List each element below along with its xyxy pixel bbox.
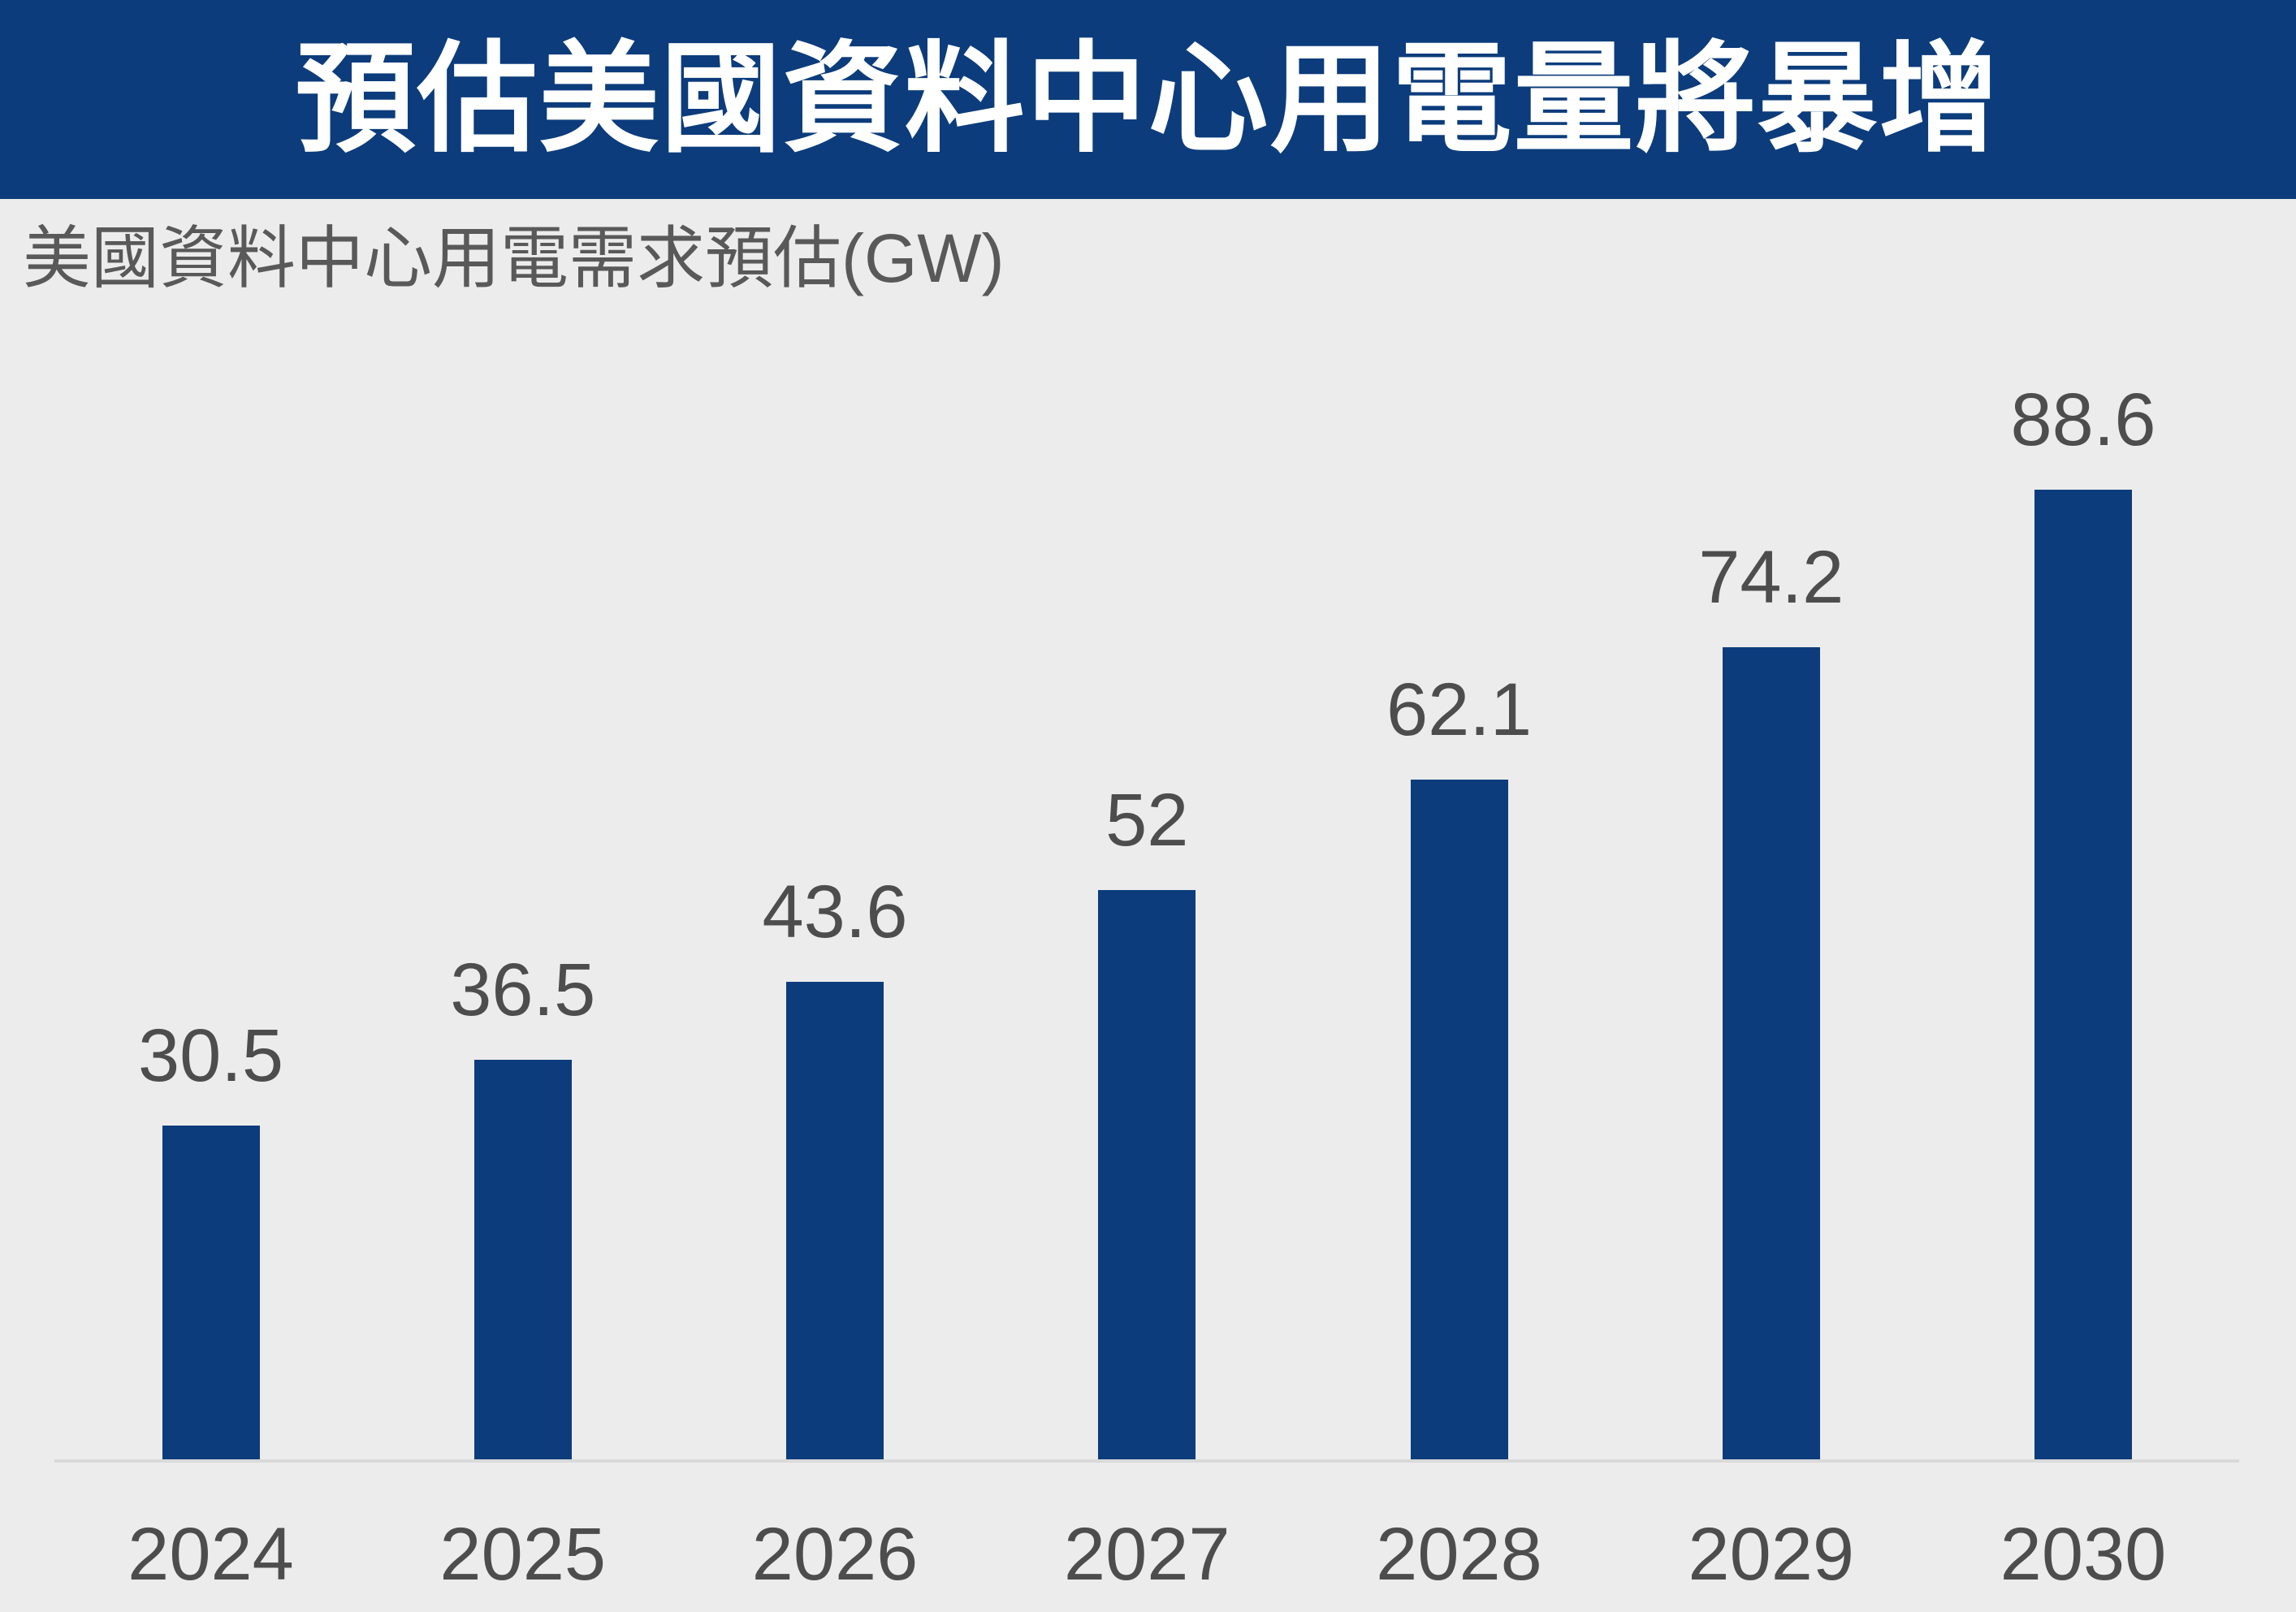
- header-banner: 預估美國資料中心用電量將暴增: [0, 0, 2296, 199]
- bar-value-label: 36.5: [450, 949, 596, 1031]
- bar-2025: [473, 1060, 572, 1459]
- x-tick-label: 2024: [128, 1513, 294, 1596]
- bar-2028: [1410, 780, 1508, 1459]
- chart-subtitle: 美國資料中心用電需求預估(GW): [23, 220, 1005, 296]
- bar-2026: [786, 982, 884, 1459]
- bar-value-label: 62.1: [1386, 668, 1533, 751]
- x-tick-label: 2029: [1688, 1513, 1855, 1596]
- x-axis-line: [54, 1459, 2239, 1463]
- bar-2024: [162, 1126, 260, 1459]
- bar-value-label: 52: [1105, 779, 1189, 862]
- bar-2030: [2034, 490, 2132, 1459]
- x-tick-label: 2030: [2000, 1513, 2167, 1596]
- bar-value-label: 74.2: [1698, 536, 1844, 619]
- bar-value-label: 30.5: [137, 1014, 284, 1097]
- bar-value-label: 43.6: [762, 871, 908, 953]
- bar-2027: [1098, 890, 1196, 1459]
- x-tick-label: 2026: [751, 1513, 919, 1596]
- bar-2029: [1722, 647, 1820, 1459]
- bar-value-label: 88.6: [2010, 378, 2156, 461]
- x-tick-label: 2025: [439, 1513, 607, 1596]
- x-tick-label: 2027: [1063, 1513, 1230, 1596]
- x-tick-label: 2028: [1376, 1513, 1542, 1596]
- chart-title: 預估美國資料中心用電量將暴增: [295, 32, 2001, 166]
